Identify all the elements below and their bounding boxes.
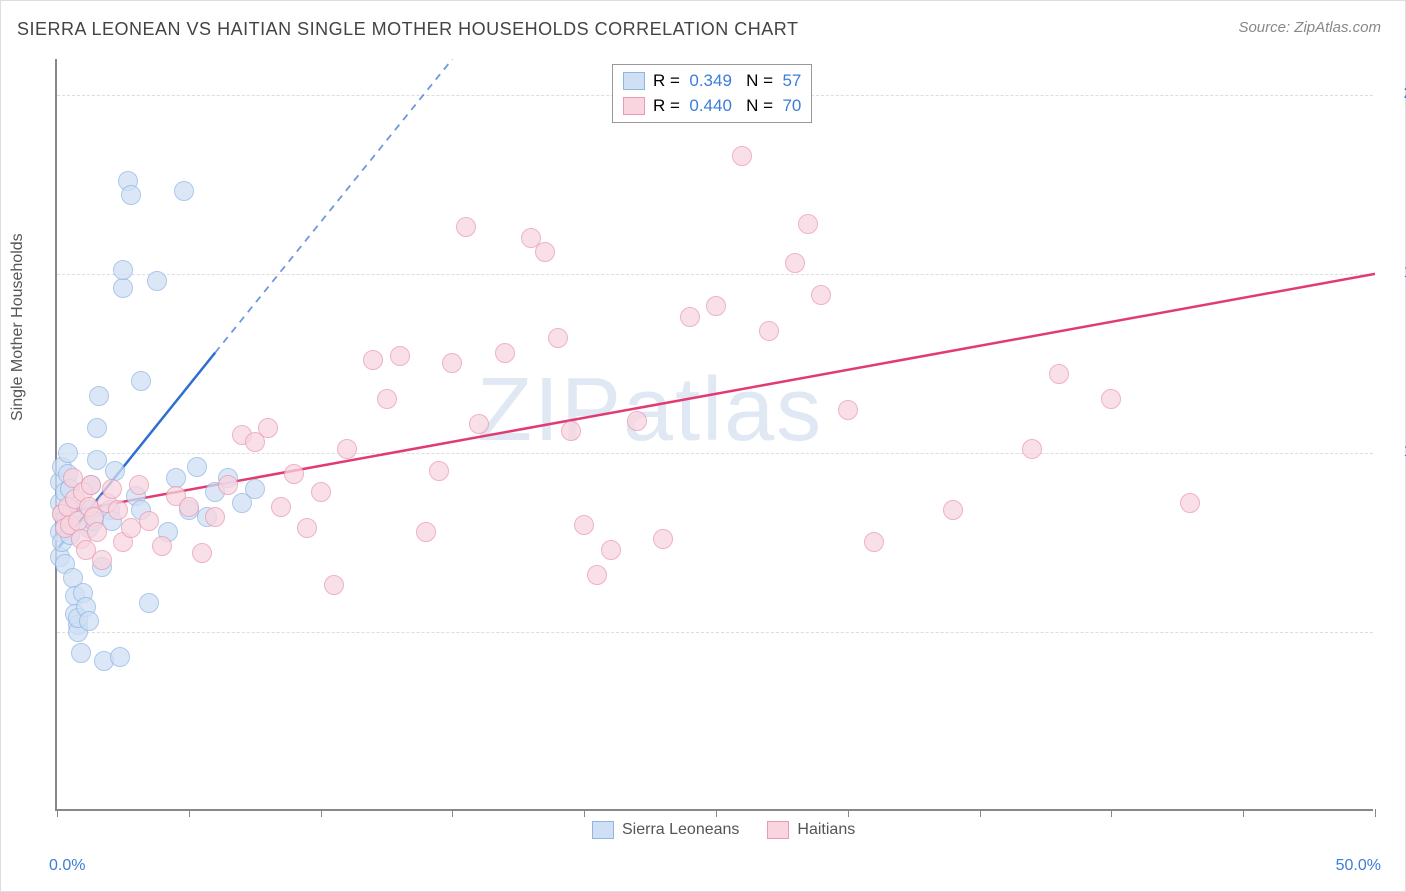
data-point [390, 346, 410, 366]
data-point [258, 418, 278, 438]
data-point [363, 350, 383, 370]
data-point [121, 518, 141, 538]
data-point [58, 443, 78, 463]
chart-container: SIERRA LEONEAN VS HAITIAN SINGLE MOTHER … [0, 0, 1406, 892]
data-point [187, 457, 207, 477]
legend-label: Sierra Leoneans [622, 821, 739, 839]
data-point [192, 543, 212, 563]
data-point [89, 386, 109, 406]
legend-item: Haitians [767, 821, 855, 839]
stats-legend: R = 0.349 N = 57R = 0.440 N = 70 [612, 64, 812, 123]
data-point [456, 217, 476, 237]
data-point [1049, 364, 1069, 384]
x-tick-mark [1375, 809, 1376, 817]
data-point [121, 185, 141, 205]
data-point [587, 565, 607, 585]
data-point [469, 414, 489, 434]
data-point [377, 389, 397, 409]
data-point [627, 411, 647, 431]
legend-label: Haitians [797, 821, 855, 839]
data-point [179, 497, 199, 517]
data-point [129, 475, 149, 495]
data-point [429, 461, 449, 481]
data-point [108, 500, 128, 520]
y-axis-label: Single Mother Households [9, 233, 27, 421]
data-point [732, 146, 752, 166]
legend-item: Sierra Leoneans [592, 821, 739, 839]
data-point [87, 418, 107, 438]
data-point [416, 522, 436, 542]
trendline-dashed [215, 59, 452, 353]
data-point [574, 515, 594, 535]
data-point [653, 529, 673, 549]
data-point [166, 468, 186, 488]
series-legend: Sierra Leoneans Haitians [592, 819, 855, 841]
chart-title: SIERRA LEONEAN VS HAITIAN SINGLE MOTHER … [17, 19, 798, 40]
data-point [798, 214, 818, 234]
data-point [680, 307, 700, 327]
series-swatch [623, 97, 645, 115]
stats-row: R = 0.440 N = 70 [623, 94, 801, 119]
data-point [87, 450, 107, 470]
x-axis-end-label: 50.0% [1336, 857, 1381, 875]
data-point [113, 278, 133, 298]
data-point [535, 242, 555, 262]
stats-text: R = 0.349 N = 57 [653, 69, 801, 94]
stats-text: R = 0.440 N = 70 [653, 94, 801, 119]
data-point [838, 400, 858, 420]
data-point [759, 321, 779, 341]
x-axis-start-label: 0.0% [49, 857, 85, 875]
source-attribution: Source: ZipAtlas.com [1238, 19, 1381, 36]
data-point [706, 296, 726, 316]
data-point [271, 497, 291, 517]
series-swatch [592, 821, 614, 839]
data-point [311, 482, 331, 502]
data-point [102, 479, 122, 499]
data-point [601, 540, 621, 560]
data-point [174, 181, 194, 201]
series-swatch [623, 72, 645, 90]
series-swatch [767, 821, 789, 839]
data-point [495, 343, 515, 363]
data-point [245, 479, 265, 499]
data-point [92, 550, 112, 570]
data-point [105, 461, 125, 481]
data-point [87, 522, 107, 542]
plot-area: ZIPatlas 5.0%10.0%15.0%20.0%R = 0.349 N … [55, 59, 1373, 811]
stats-row: R = 0.349 N = 57 [623, 69, 801, 94]
data-point [79, 611, 99, 631]
